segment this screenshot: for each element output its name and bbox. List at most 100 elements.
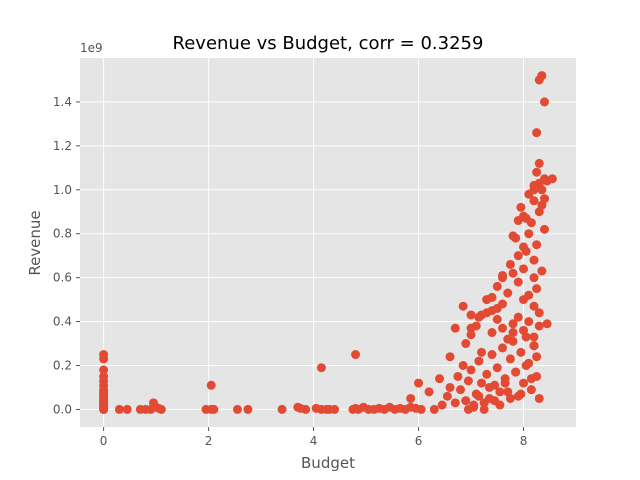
data-point — [516, 389, 526, 399]
data-point — [484, 382, 494, 392]
y-tick-label: 0.8 — [53, 227, 72, 241]
data-point — [122, 404, 132, 414]
data-point — [534, 393, 544, 403]
data-point — [416, 404, 426, 414]
data-point — [529, 273, 539, 283]
y-tick-label: 0.6 — [53, 271, 72, 285]
data-point — [445, 352, 455, 362]
data-point — [492, 281, 502, 291]
data-point — [474, 356, 484, 366]
data-point — [466, 310, 476, 320]
data-point — [508, 328, 518, 338]
data-point — [508, 268, 518, 278]
data-point — [505, 259, 515, 269]
data-point — [99, 404, 109, 414]
y-tick-label: 1.4 — [53, 95, 72, 109]
data-point — [477, 347, 487, 357]
x-axis-label: Budget — [301, 454, 355, 472]
data-point — [487, 292, 497, 302]
data-point — [537, 185, 547, 195]
data-point — [351, 350, 361, 360]
data-point — [540, 224, 550, 234]
data-point — [500, 378, 510, 388]
data-point — [511, 367, 521, 377]
data-point — [513, 277, 523, 287]
data-point — [458, 301, 468, 311]
data-point — [519, 242, 529, 252]
y-tick-label: 0.2 — [53, 359, 72, 373]
data-point — [529, 180, 539, 190]
data-point — [277, 404, 287, 414]
data-point — [442, 391, 452, 401]
data-point — [529, 255, 539, 265]
data-point — [505, 393, 515, 403]
data-point — [542, 319, 552, 329]
data-point — [505, 354, 515, 364]
data-point — [243, 404, 253, 414]
data-point — [508, 231, 518, 241]
x-tick-label: 8 — [520, 434, 528, 448]
data-point — [414, 378, 424, 388]
data-point — [516, 347, 526, 357]
chart-title: Revenue vs Budget, corr = 0.3259 — [173, 33, 484, 54]
data-point — [498, 343, 508, 353]
data-point — [521, 361, 531, 370]
data-point — [492, 363, 502, 373]
data-point — [529, 332, 539, 342]
data-point — [456, 385, 466, 395]
data-point — [487, 328, 497, 338]
x-tick-label: 4 — [310, 434, 318, 448]
data-point — [477, 378, 487, 388]
data-point — [490, 396, 500, 406]
data-point — [547, 174, 557, 184]
data-point — [540, 194, 550, 204]
data-point — [429, 404, 439, 414]
data-point — [529, 341, 539, 351]
data-point — [435, 374, 445, 384]
data-point — [513, 312, 523, 322]
data-point — [532, 167, 542, 177]
data-point — [503, 288, 513, 298]
data-point — [529, 301, 539, 311]
data-point — [232, 404, 242, 414]
y-tick-label: 1.2 — [53, 139, 72, 153]
y-axis-label: Revenue — [26, 210, 44, 275]
data-point — [461, 339, 471, 349]
data-point — [519, 325, 529, 335]
data-point — [406, 393, 416, 403]
data-point — [209, 404, 219, 414]
y-tick-label: 0.4 — [53, 315, 72, 329]
data-point — [498, 270, 508, 280]
data-point — [521, 213, 531, 223]
data-point — [495, 387, 505, 397]
data-point — [524, 229, 534, 239]
data-point — [479, 404, 489, 414]
data-point — [534, 158, 544, 168]
data-point — [437, 400, 447, 410]
data-point — [469, 400, 479, 410]
data-point — [537, 266, 547, 276]
x-axis-ticks: 0 2 4 6 8 — [100, 427, 528, 448]
data-point — [99, 365, 109, 375]
data-point — [424, 387, 434, 397]
data-point — [466, 330, 476, 340]
data-point — [513, 251, 523, 261]
data-point — [445, 382, 455, 392]
y-axis-offset-label: 1e9 — [80, 41, 103, 55]
data-point — [487, 350, 497, 360]
data-point — [516, 202, 526, 212]
data-point — [466, 323, 476, 333]
data-point — [519, 264, 529, 274]
data-point — [534, 308, 544, 318]
data-point — [479, 398, 489, 408]
y-axis-ticks: 0.0 0.2 0.4 0.6 0.8 1.0 1.2 1.4 — [53, 95, 80, 416]
x-tick-label: 6 — [415, 434, 423, 448]
data-point — [316, 363, 326, 373]
data-point — [524, 317, 534, 327]
data-point — [461, 396, 471, 406]
data-points — [99, 71, 557, 414]
x-tick-label: 2 — [205, 434, 213, 448]
data-point — [474, 312, 484, 322]
data-point — [453, 371, 463, 381]
